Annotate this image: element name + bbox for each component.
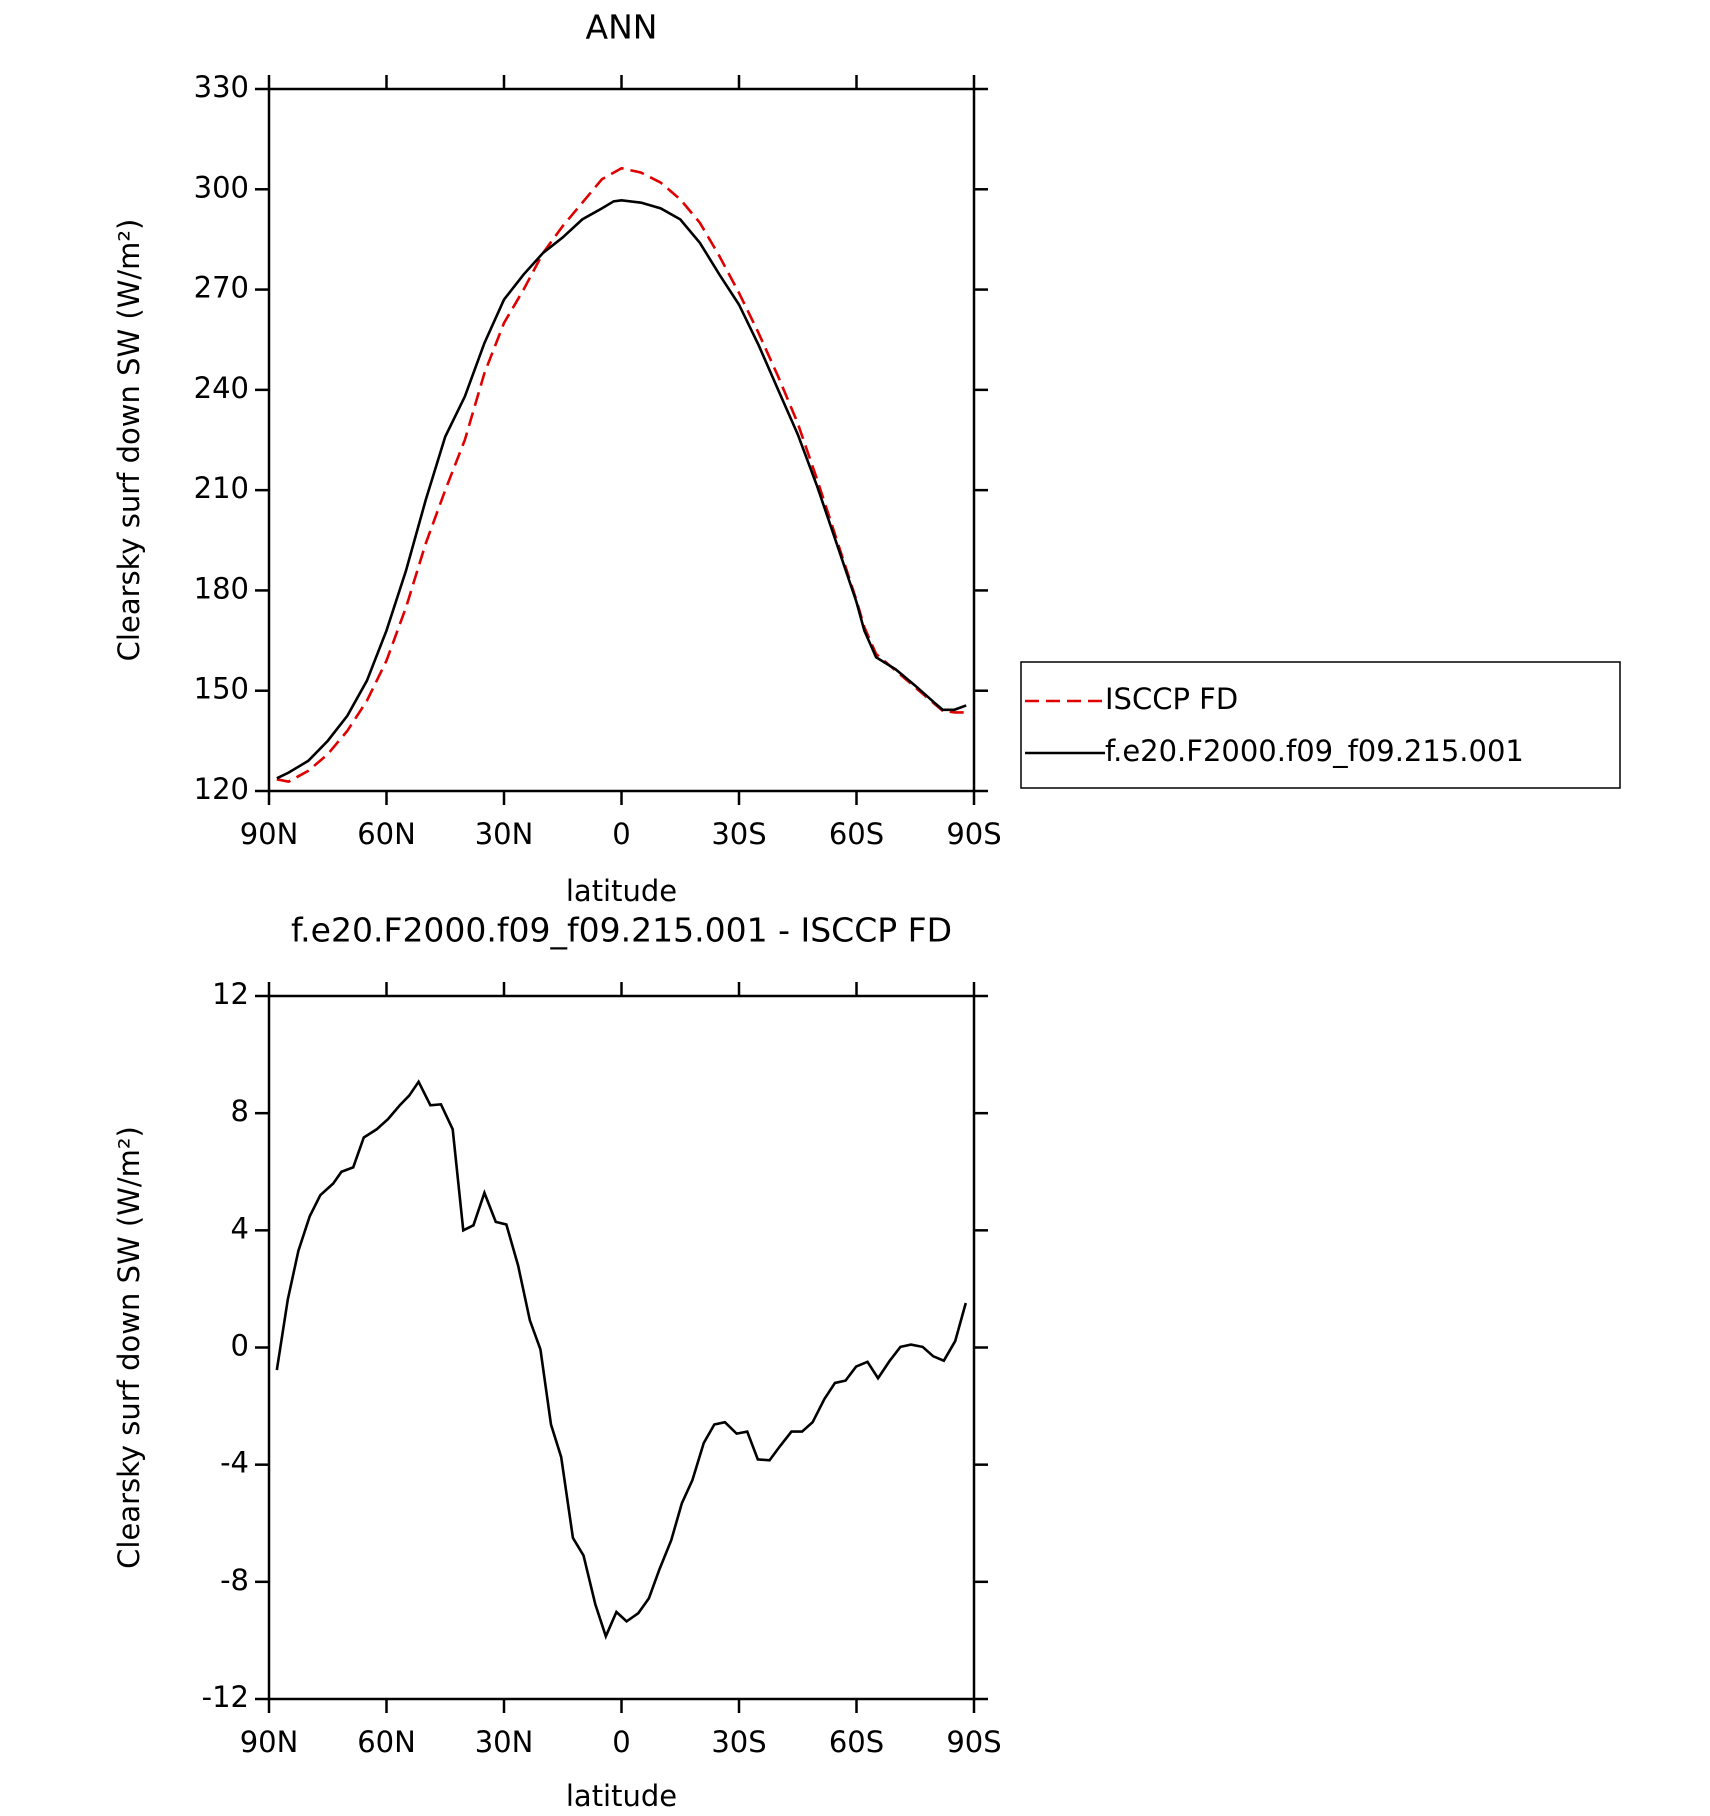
plot-frame: [267, 994, 976, 1701]
y-tick-label: 12: [212, 977, 249, 1011]
legend-label: ISCCP FD: [1105, 682, 1238, 716]
x-tick-label: 30N: [475, 817, 534, 851]
x-axis-label: latitude: [566, 1779, 677, 1813]
chart-title: f.e20.F2000.f09_f09.215.001 - ISCCP FD: [291, 911, 952, 950]
x-tick-label: 30S: [711, 817, 766, 851]
x-tick-label: 60N: [357, 1725, 416, 1759]
y-tick-label: 0: [231, 1329, 249, 1363]
y-tick-label: 330: [194, 70, 249, 104]
y-tick-label: 4: [231, 1211, 249, 1245]
y-tick-label: 300: [194, 170, 249, 204]
y-tick-label: 270: [194, 271, 249, 305]
y-tick-label: 210: [194, 471, 249, 505]
data-line: [276, 166, 967, 784]
x-tick-label: 90N: [240, 817, 299, 851]
data-line: [276, 199, 967, 780]
y-tick-label: -4: [220, 1446, 249, 1480]
y-tick-label: -12: [202, 1680, 249, 1714]
y-axis-label: Clearsky surf down SW (W/m²): [112, 219, 146, 662]
x-tick-label: 90N: [240, 1725, 299, 1759]
x-tick-label: 60S: [829, 817, 884, 851]
x-tick-label: 60S: [829, 1725, 884, 1759]
y-tick-label: 8: [231, 1094, 249, 1128]
x-axis-label: latitude: [566, 874, 677, 908]
x-tick-label: 30N: [475, 1725, 534, 1759]
y-tick-label: 120: [194, 772, 249, 806]
y-tick-label: 240: [194, 371, 249, 405]
x-tick-label: 0: [612, 817, 630, 851]
legend-label: f.e20.F2000.f09_f09.215.001: [1105, 734, 1524, 768]
legend-box: [1020, 661, 1621, 789]
data-line: [275, 1079, 968, 1640]
x-tick-label: 90S: [946, 1725, 1001, 1759]
x-tick-label: 90S: [946, 817, 1001, 851]
y-tick-label: -8: [220, 1563, 249, 1597]
chart-title: ANN: [586, 8, 658, 47]
x-tick-label: 30S: [711, 1725, 766, 1759]
y-axis-label: Clearsky surf down SW (W/m²): [112, 1126, 146, 1569]
x-tick-label: 60N: [357, 817, 416, 851]
y-tick-label: 180: [194, 571, 249, 605]
y-tick-label: 150: [194, 672, 249, 706]
x-tick-label: 0: [612, 1725, 630, 1759]
plot-frame: [267, 87, 976, 793]
